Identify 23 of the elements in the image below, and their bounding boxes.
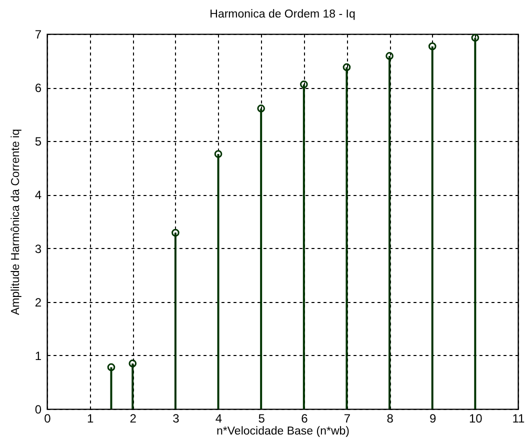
y-tick-label: 7: [34, 28, 42, 42]
x-tick-label: 7: [344, 412, 351, 426]
y-tick-label: 4: [34, 188, 42, 202]
x-tick-label: 11: [512, 412, 526, 426]
x-tick-label: 6: [301, 412, 308, 426]
x-tick-label: 1: [86, 412, 94, 426]
x-axis-title: n*Velocidade Base (n*wb): [216, 426, 350, 438]
y-tick-label: 6: [34, 81, 42, 96]
y-tick-label: 1: [34, 348, 42, 363]
x-tick-label: 0: [44, 412, 52, 426]
y-axis-title: Amplitude Harmônica da Corrente iq: [10, 128, 22, 316]
x-tick-label: 4: [215, 412, 222, 426]
y-tick-label: 2: [34, 295, 42, 310]
x-tick-label: 8: [386, 412, 394, 426]
x-tick-label: 2: [130, 412, 137, 426]
y-tick-label: 5: [34, 134, 42, 149]
x-tick-label: 9: [430, 412, 437, 426]
x-tick-label: 3: [172, 412, 180, 426]
y-tick-label: 0: [34, 402, 42, 416]
x-tick-label: 10: [469, 412, 483, 426]
x-tick-label: 5: [258, 412, 266, 426]
y-tick-label: 3: [34, 242, 42, 256]
chart-title: Harmonica de Ordem 18 - Iq: [210, 8, 356, 20]
